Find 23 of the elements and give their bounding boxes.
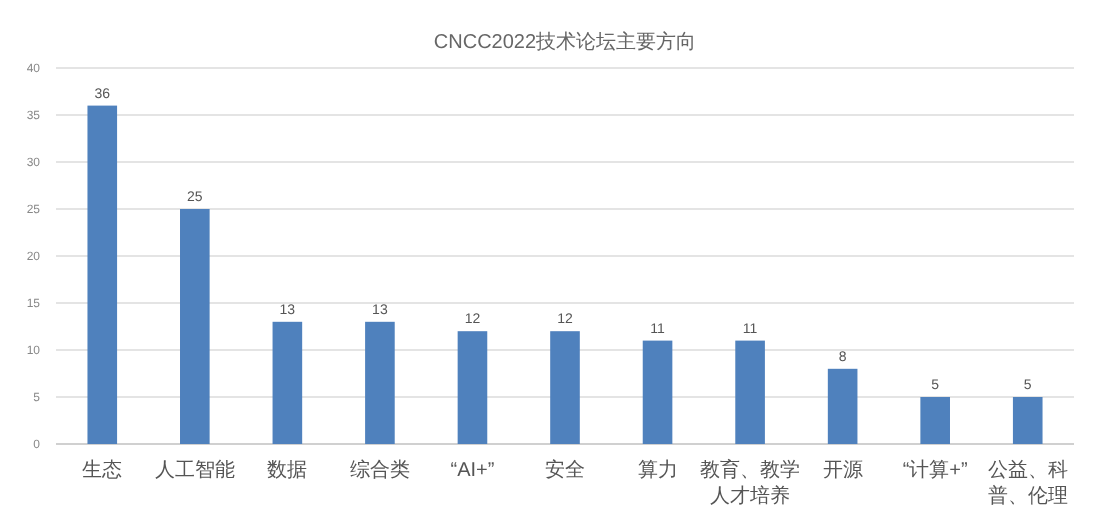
x-tick-label: “计算+” [902, 458, 968, 482]
x-tick-label: 生态 [82, 458, 123, 482]
bar [1012, 397, 1043, 444]
bar [920, 397, 950, 444]
bar [87, 105, 118, 444]
bar [272, 321, 303, 444]
bar [550, 331, 580, 444]
bar [365, 321, 395, 444]
x-tick-label: 综合类 [349, 458, 410, 482]
x-tick-label: 人工智能 [154, 458, 235, 482]
x-tick-label: 数据 [267, 458, 308, 482]
x-tick-label: 算力 [637, 458, 678, 482]
bar [642, 340, 673, 444]
x-tick-label: “AI+” [450, 460, 495, 482]
bar [735, 340, 765, 444]
x-tick-label: 公益、科普、伦理 [987, 458, 1068, 508]
x-tick-label: 安全 [545, 458, 585, 482]
bar [457, 331, 488, 444]
x-tick-label: 开源 [822, 458, 863, 482]
x-tick-label: 教育、教学人才培养 [700, 458, 801, 508]
chart-title: CNCC2022技术论坛主要方向 [433, 30, 697, 54]
bar [180, 209, 210, 444]
bar [827, 368, 858, 444]
